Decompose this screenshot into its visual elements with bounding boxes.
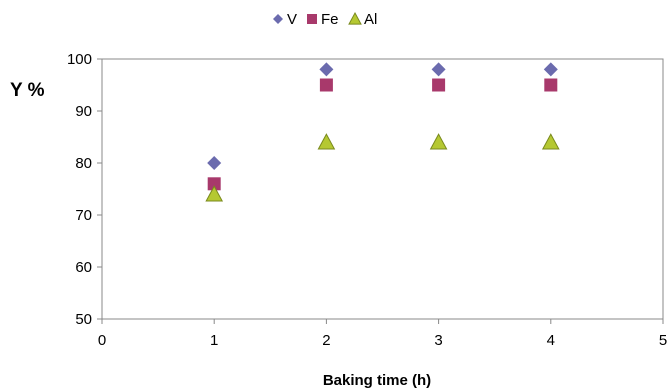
x-axis: 0 1 2 3 4 5	[98, 319, 667, 349]
legend-label-fe: Fe	[321, 11, 339, 28]
data-point-v	[207, 156, 222, 170]
x-tick-label: 5	[659, 332, 667, 349]
legend-marker-fe	[307, 14, 317, 24]
data-point-al	[541, 133, 560, 150]
y-tick-label: 50	[75, 311, 92, 328]
data-point-al	[205, 185, 224, 202]
legend-label-v: V	[287, 11, 297, 28]
y-axis: 50 60 70 80 90 100	[67, 51, 102, 328]
data-point-v	[319, 62, 334, 77]
y-tick-label: 70	[75, 207, 92, 224]
data-point-fe	[319, 78, 333, 92]
data-point-v	[431, 62, 446, 77]
x-tick-label: 4	[547, 332, 555, 349]
data-point-fe	[207, 177, 221, 191]
legend-marker-al	[348, 11, 362, 25]
data-point-fe	[432, 78, 446, 92]
y-axis-title: Y %	[10, 80, 45, 101]
legend-marker-v	[273, 14, 283, 24]
x-tick-label: 0	[98, 332, 106, 349]
data-point-al	[429, 133, 448, 150]
data-point-al	[317, 133, 336, 150]
x-tick-label: 2	[322, 332, 330, 349]
data-point-fe	[544, 78, 558, 92]
legend: V Fe Al	[273, 11, 377, 28]
y-tick-label: 90	[75, 103, 92, 120]
y-tick-label: 60	[75, 259, 92, 276]
data-points	[205, 62, 560, 202]
x-tick-label: 1	[210, 332, 218, 349]
x-axis-title: Baking time (h)	[323, 372, 431, 389]
legend-label-al: Al	[364, 11, 377, 28]
plot-area	[101, 58, 664, 320]
x-tick-label: 3	[434, 332, 442, 349]
y-tick-label: 80	[75, 155, 92, 172]
y-tick-label: 100	[67, 51, 92, 68]
data-point-v	[543, 62, 558, 77]
